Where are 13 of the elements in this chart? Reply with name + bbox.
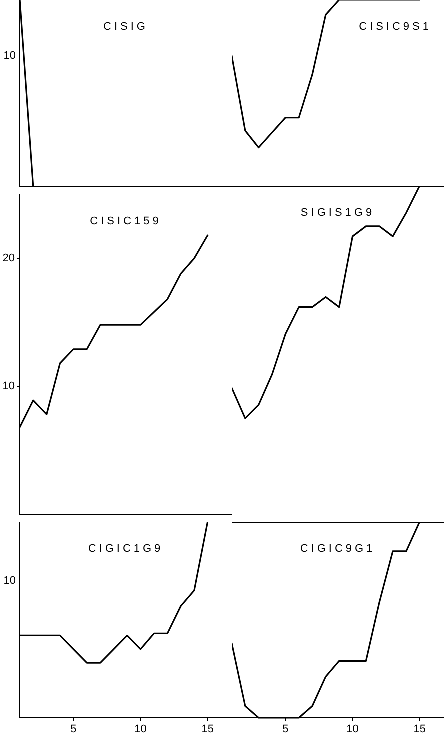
x-tick-label: 5 xyxy=(282,724,289,736)
y-tick-label: 20 xyxy=(2,252,15,265)
text: CISIC9S1 xyxy=(359,21,432,34)
x-tick-label: 10 xyxy=(346,724,359,736)
text: CISIC159 xyxy=(90,216,162,228)
text: CISIG xyxy=(104,21,148,34)
x-tick-label: 15 xyxy=(414,724,426,736)
x-tick-label: 15 xyxy=(202,724,214,736)
text: CIGIC9G1 xyxy=(300,543,376,556)
x-tick-label: 5 xyxy=(70,724,77,736)
x-tick-label: 10 xyxy=(134,724,147,736)
text: CIGIC1G9 xyxy=(88,543,164,556)
text: SIGIS1G9 xyxy=(300,207,376,220)
